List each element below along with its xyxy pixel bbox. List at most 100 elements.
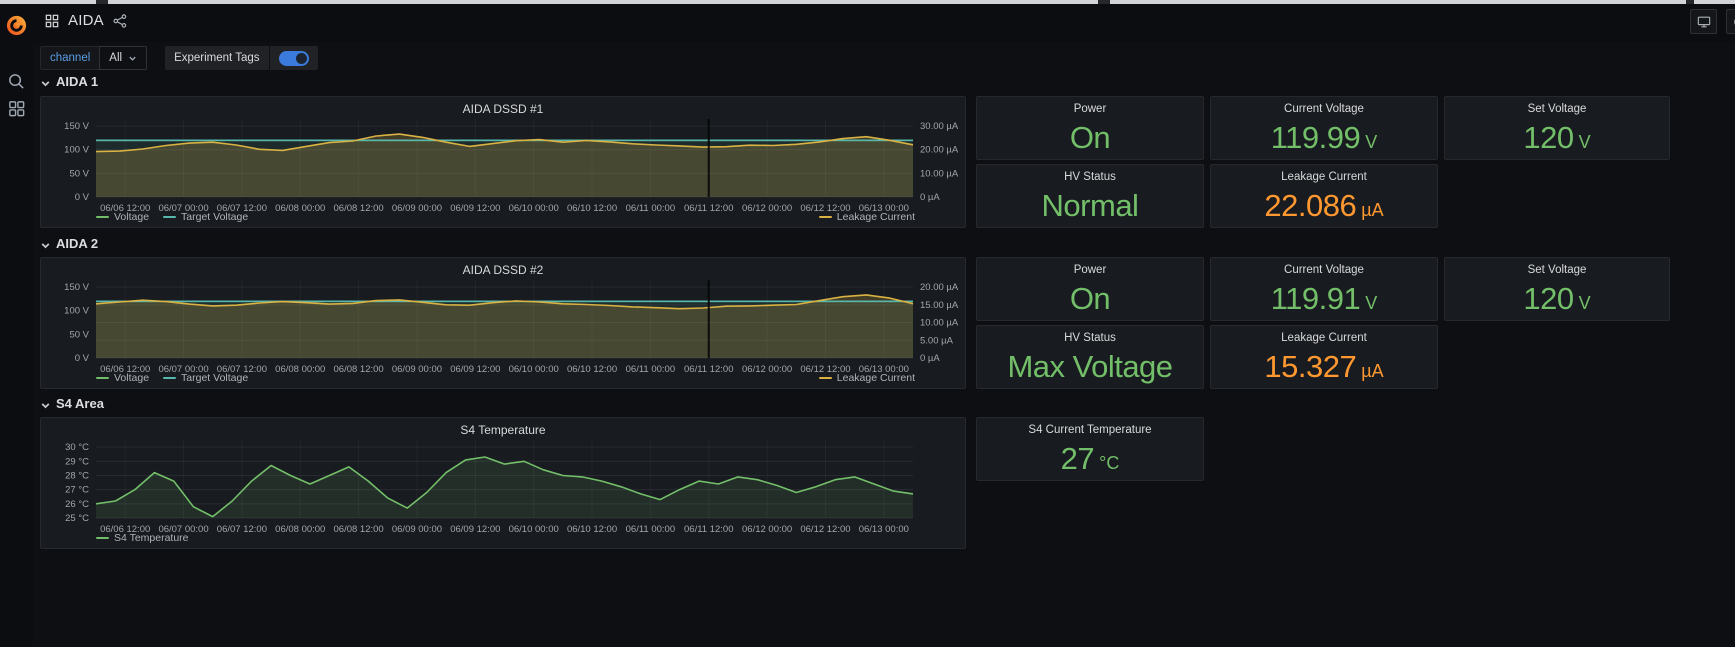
svg-text:06/11 12:00: 06/11 12:00 bbox=[684, 364, 733, 375]
svg-text:06/06 12:00: 06/06 12:00 bbox=[100, 203, 150, 214]
time-series-plot[interactable]: 06/06 12:00 06/07 00:00 06/07 12:00 06/08 0… bbox=[41, 258, 965, 388]
legend-item-voltage[interactable]: Voltage bbox=[96, 372, 149, 384]
svg-text:06/13 00:00: 06/13 00:00 bbox=[859, 203, 909, 214]
legend-item-voltage[interactable]: Voltage bbox=[96, 211, 149, 223]
tab-separator bbox=[1098, 0, 1110, 4]
time-series-plot[interactable]: 06/06 12:00 06/07 00:00 06/07 12:00 06/08 0… bbox=[41, 418, 965, 548]
legend-item-target-voltage[interactable]: Target Voltage bbox=[163, 211, 248, 223]
share-icon[interactable] bbox=[113, 13, 127, 28]
stat-panel-hv-status-2: HV Status Max Voltage bbox=[976, 325, 1204, 389]
variable-channel-dropdown[interactable]: All bbox=[99, 46, 148, 70]
stat-title[interactable]: Leakage Current bbox=[1281, 171, 1367, 183]
stat-value: On bbox=[1069, 120, 1111, 155]
search-icon[interactable] bbox=[7, 72, 26, 91]
panel-aida-dssd-1: AIDA DSSD #1 06/06 12:00 06/07 00:00 06/07… bbox=[40, 96, 966, 228]
stat-title[interactable]: Power bbox=[1073, 264, 1107, 276]
stat-value: 119.99 V bbox=[1270, 120, 1378, 155]
tab-separator bbox=[96, 0, 108, 4]
chevron-down-icon bbox=[40, 76, 51, 87]
chevron-down-icon bbox=[128, 54, 137, 63]
svg-text:0 V: 0 V bbox=[75, 353, 90, 364]
chart-legend: S4 Temperature bbox=[96, 532, 189, 544]
svg-text:06/13 00:00: 06/13 00:00 bbox=[859, 524, 909, 535]
svg-text:06/06 12:00: 06/06 12:00 bbox=[100, 364, 150, 375]
stat-title[interactable]: S4 Current Temperature bbox=[1028, 424, 1152, 436]
stat-panel-power-2: Power On bbox=[976, 257, 1204, 321]
section-label: AIDA 1 bbox=[56, 74, 99, 89]
svg-text:06/12 12:00: 06/12 12:00 bbox=[800, 203, 850, 214]
svg-text:06/12 00:00: 06/12 00:00 bbox=[742, 364, 792, 375]
svg-text:06/10 12:00: 06/10 12:00 bbox=[567, 203, 617, 214]
kiosk-mode-button[interactable] bbox=[1690, 9, 1717, 34]
stat-panel-set-voltage-2: Set Voltage 120 V bbox=[1444, 257, 1670, 321]
section-header-s4-area[interactable]: S4 Area bbox=[40, 396, 104, 411]
browser-edge-strip bbox=[0, 0, 1735, 4]
stat-value: 22.086 µA bbox=[1264, 188, 1384, 223]
stat-panel-set-voltage-1: Set Voltage 120 V bbox=[1444, 96, 1670, 160]
chart-legend-right: Leakage Current bbox=[818, 211, 915, 223]
stat-panel-leakage-current-1: Leakage Current 22.086 µA bbox=[1210, 164, 1438, 228]
svg-text:10.00 µA: 10.00 µA bbox=[920, 318, 959, 329]
variable-channel-label[interactable]: channel bbox=[40, 46, 100, 70]
svg-text:06/10 00:00: 06/10 00:00 bbox=[509, 524, 559, 535]
chevron-down-icon bbox=[40, 398, 51, 409]
section-header-aida-2[interactable]: AIDA 2 bbox=[40, 236, 98, 251]
panel-s4-temperature: S4 Temperature 06/06 12:00 06/07 00:00 06/… bbox=[40, 417, 966, 549]
stat-title[interactable]: Leakage Current bbox=[1281, 332, 1367, 344]
stat-title[interactable]: Power bbox=[1073, 103, 1107, 115]
dashboard-icon[interactable] bbox=[45, 14, 59, 28]
stat-title[interactable]: HV Status bbox=[1064, 171, 1116, 183]
stat-panel-hv-status-1: HV Status Normal bbox=[976, 164, 1204, 228]
dashboard-title[interactable]: AIDA bbox=[68, 12, 104, 29]
svg-text:25 °C: 25 °C bbox=[65, 513, 89, 524]
legend-item-leakage-current[interactable]: Leakage Current bbox=[818, 372, 915, 384]
svg-text:06/09 00:00: 06/09 00:00 bbox=[392, 524, 442, 535]
experiment-tags-toggle[interactable] bbox=[269, 46, 318, 70]
svg-text:06/11 12:00: 06/11 12:00 bbox=[684, 524, 733, 535]
svg-text:06/07 12:00: 06/07 12:00 bbox=[217, 203, 267, 214]
stat-title[interactable]: Set Voltage bbox=[1527, 264, 1587, 276]
svg-text:20.00 µA: 20.00 µA bbox=[920, 145, 959, 156]
svg-text:06/12 00:00: 06/12 00:00 bbox=[742, 524, 792, 535]
panel-title[interactable]: AIDA DSSD #1 bbox=[462, 102, 544, 116]
dashboards-grid-icon[interactable] bbox=[7, 99, 26, 118]
stat-panel-s4-current-temperature: S4 Current Temperature 27 °C bbox=[976, 417, 1204, 481]
chevron-down-icon bbox=[40, 238, 51, 249]
svg-text:100 V: 100 V bbox=[64, 145, 89, 156]
section-header-aida-1[interactable]: AIDA 1 bbox=[40, 74, 98, 89]
time-series-plot[interactable]: 06/06 12:00 06/07 00:00 06/07 12:00 06/08 0… bbox=[41, 97, 965, 227]
svg-text:50 V: 50 V bbox=[69, 168, 89, 179]
svg-text:0 µA: 0 µA bbox=[920, 192, 940, 203]
svg-text:20.00 µA: 20.00 µA bbox=[920, 282, 959, 293]
panel-title[interactable]: S4 Temperature bbox=[460, 423, 546, 437]
svg-text:06/12 00:00: 06/12 00:00 bbox=[742, 203, 792, 214]
stat-title[interactable]: Current Voltage bbox=[1284, 264, 1364, 276]
legend-item-leakage-current[interactable]: Leakage Current bbox=[818, 211, 915, 223]
stat-panel-power-1: Power On bbox=[976, 96, 1204, 160]
stat-title[interactable]: HV Status bbox=[1064, 332, 1116, 344]
svg-text:06/07 12:00: 06/07 12:00 bbox=[217, 524, 267, 535]
stat-panel-leakage-current-2: Leakage Current 15.327 µA bbox=[1210, 325, 1438, 389]
top-navbar: AIDA bbox=[33, 4, 1735, 42]
svg-text:06/08 12:00: 06/08 12:00 bbox=[334, 524, 384, 535]
legend-item-target-voltage[interactable]: Target Voltage bbox=[163, 372, 248, 384]
time-range-button[interactable] bbox=[1726, 9, 1735, 34]
grafana-logo[interactable] bbox=[5, 14, 28, 37]
svg-text:06/11 00:00: 06/11 00:00 bbox=[626, 364, 675, 375]
chart-legend: Voltage Target Voltage bbox=[96, 372, 248, 384]
legend-item-s4-temperature[interactable]: S4 Temperature bbox=[96, 532, 189, 544]
svg-text:06/08 00:00: 06/08 00:00 bbox=[275, 524, 325, 535]
svg-text:26 °C: 26 °C bbox=[65, 499, 89, 510]
stat-value: On bbox=[1069, 281, 1111, 316]
svg-text:06/07 00:00: 06/07 00:00 bbox=[158, 203, 208, 214]
stat-title[interactable]: Current Voltage bbox=[1284, 103, 1364, 115]
svg-text:10.00 µA: 10.00 µA bbox=[920, 168, 959, 179]
stat-title[interactable]: Set Voltage bbox=[1527, 103, 1587, 115]
sidebar bbox=[0, 4, 33, 647]
svg-text:100 V: 100 V bbox=[64, 306, 89, 317]
svg-text:06/11 00:00: 06/11 00:00 bbox=[626, 203, 675, 214]
panel-title[interactable]: AIDA DSSD #2 bbox=[462, 263, 544, 277]
stat-panel-current-voltage-2: Current Voltage 119.91 V bbox=[1210, 257, 1438, 321]
panel-aida-dssd-2: AIDA DSSD #2 06/06 12:00 06/07 00:00 06/07… bbox=[40, 257, 966, 389]
stat-value: Max Voltage bbox=[1007, 349, 1173, 384]
